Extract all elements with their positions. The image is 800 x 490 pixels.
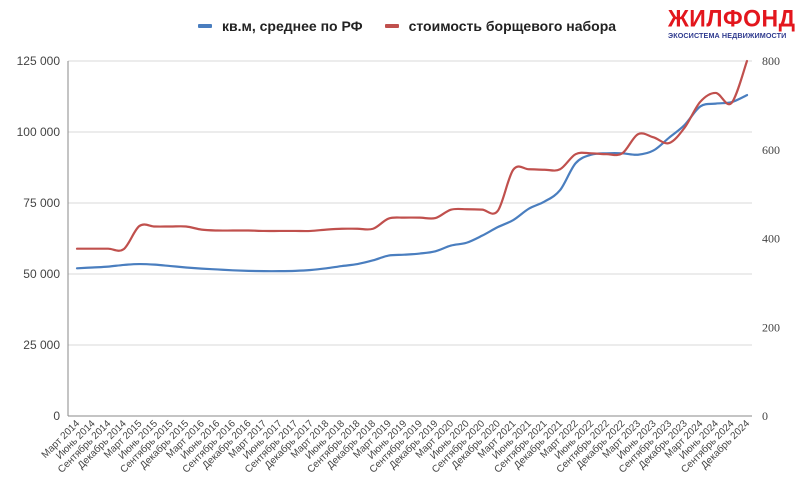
logo-subtitle: ЭКОСИСТЕМА НЕДВИЖИМОСТИ bbox=[668, 31, 787, 40]
legend-label-borsch: стоимость борщевого набора bbox=[408, 18, 617, 34]
chart-legend: кв.м, среднее по РФ стоимость борщевого … bbox=[198, 18, 616, 34]
y-tick-left: 100 000 bbox=[17, 125, 61, 139]
y-tick-right: 0 bbox=[762, 409, 768, 423]
legend-swatch-red bbox=[384, 24, 399, 28]
y-tick-right: 800 bbox=[762, 54, 780, 68]
logo-title: ЖИЛФОНД bbox=[668, 4, 796, 32]
y-tick-right: 600 bbox=[762, 143, 780, 157]
y-tick-left: 25 000 bbox=[23, 338, 60, 352]
y-tick-left: 50 000 bbox=[23, 267, 60, 281]
series-line-sqm bbox=[75, 93, 749, 273]
legend-swatch-blue bbox=[198, 24, 212, 28]
series-line-borsch bbox=[75, 59, 749, 252]
y-tick-left: 125 000 bbox=[17, 54, 61, 68]
legend-label-sqm: кв.м, среднее по РФ bbox=[222, 18, 363, 34]
legend-item-sqm[interactable]: кв.м, среднее по РФ bbox=[198, 18, 363, 34]
y-tick-right: 200 bbox=[762, 320, 780, 334]
y-tick-left: 75 000 bbox=[23, 196, 60, 210]
zhilfond-logo: ЖИЛФОНД ЭКОСИСТЕМА НЕДВИЖИМОСТИ bbox=[668, 4, 796, 40]
y-tick-left: 0 bbox=[53, 409, 60, 423]
y-tick-right: 400 bbox=[762, 232, 780, 246]
legend-item-borsch[interactable]: стоимость борщевого набора bbox=[384, 18, 617, 34]
